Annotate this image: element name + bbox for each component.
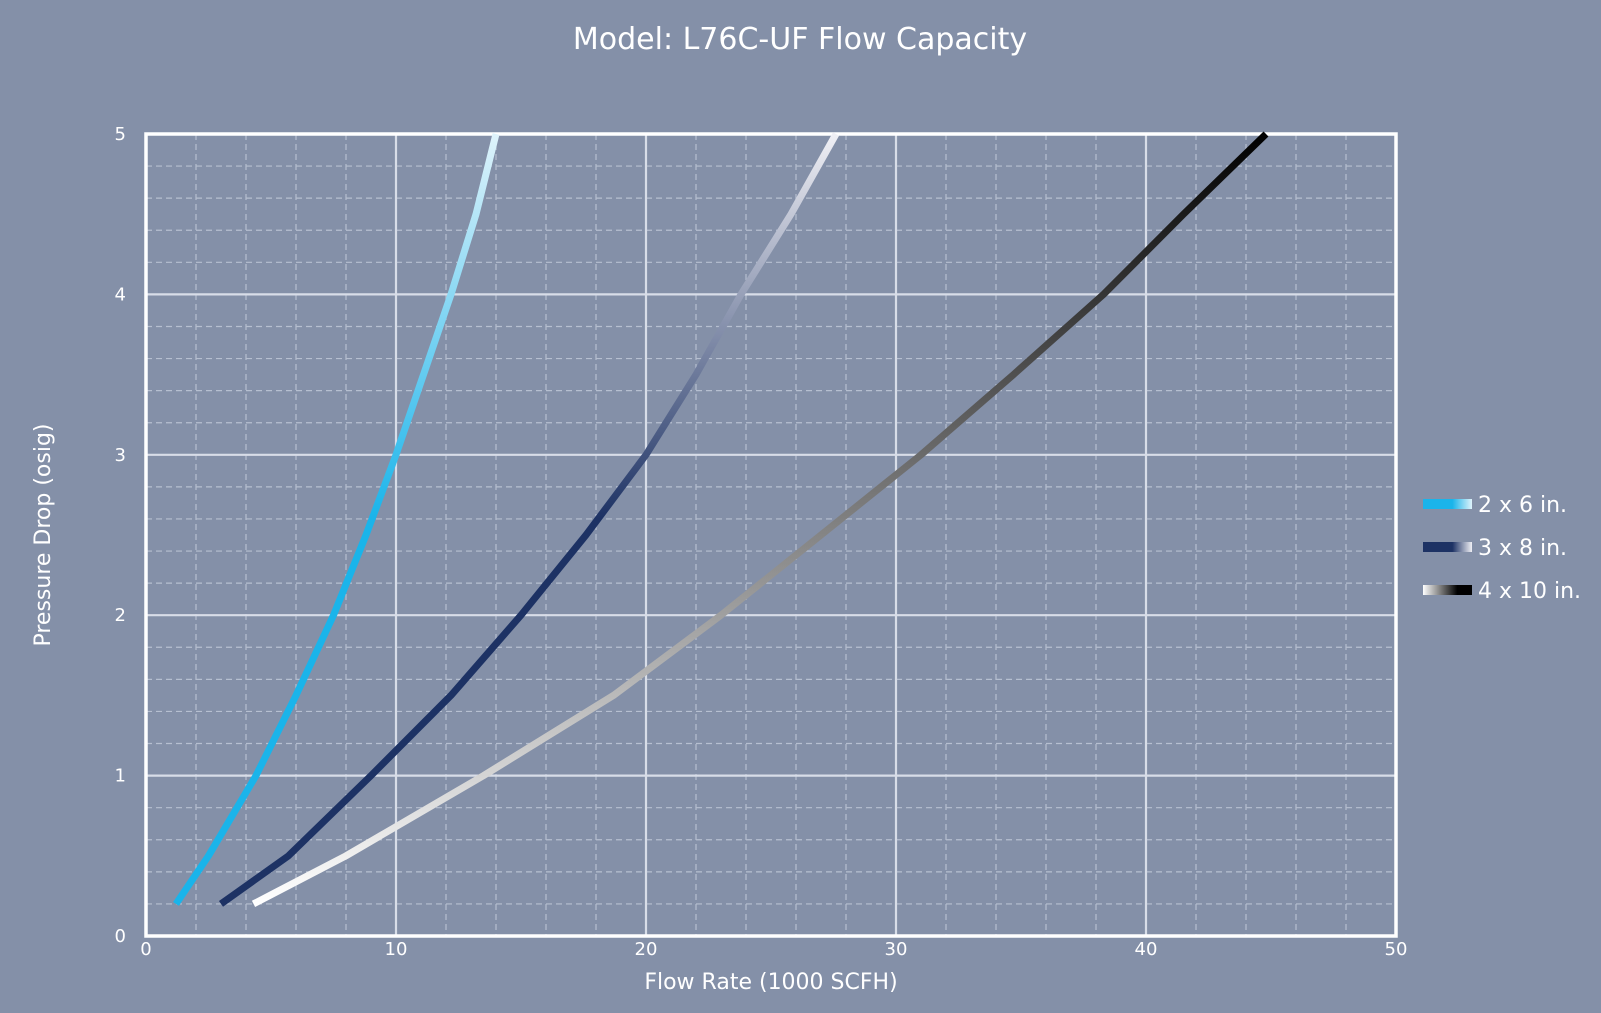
x-tick-label: 20 xyxy=(635,939,658,960)
x-tick-label: 30 xyxy=(885,939,908,960)
x-axis-label: Flow Rate (1000 SCFH) xyxy=(644,970,897,995)
x-tick-label: 10 xyxy=(385,939,408,960)
series-line xyxy=(251,131,1269,908)
x-tick-label: 0 xyxy=(140,939,151,960)
y-tick-label: 2 xyxy=(115,605,126,626)
legend-swatch xyxy=(1423,542,1472,552)
y-tick-label: 1 xyxy=(115,766,126,787)
x-tick-labels: 0 10 20 30 40 50 xyxy=(140,939,1407,960)
y-tick-label: 5 xyxy=(115,124,126,145)
y-tick-label: 4 xyxy=(115,284,126,305)
series-line xyxy=(173,133,500,906)
x-tick-label: 50 xyxy=(1385,939,1408,960)
legend-label: 4 x 10 in. xyxy=(1478,579,1581,604)
y-tick-labels: 0 1 2 3 4 5 xyxy=(115,124,126,947)
y-tick-label: 3 xyxy=(115,445,126,466)
chart-title: Model: L76C-UF Flow Capacity xyxy=(573,22,1027,57)
y-axis-label: Pressure Drop (osig) xyxy=(31,423,56,646)
legend-label: 2 x 6 in. xyxy=(1478,493,1567,518)
legend-label: 3 x 8 in. xyxy=(1478,536,1567,561)
major-grid xyxy=(146,134,1396,936)
y-tick-label: 0 xyxy=(115,926,126,947)
legend-swatch xyxy=(1423,499,1472,509)
x-tick-label: 40 xyxy=(1135,939,1158,960)
plot-frame xyxy=(144,132,1398,938)
plot-area xyxy=(146,134,1396,936)
legend: 2 x 6 in. 3 x 8 in. 4 x 10 in. xyxy=(1423,493,1581,604)
series-line xyxy=(218,132,840,907)
legend-swatch xyxy=(1423,585,1472,595)
series-lines xyxy=(173,131,1269,908)
minor-grid xyxy=(146,134,1396,936)
